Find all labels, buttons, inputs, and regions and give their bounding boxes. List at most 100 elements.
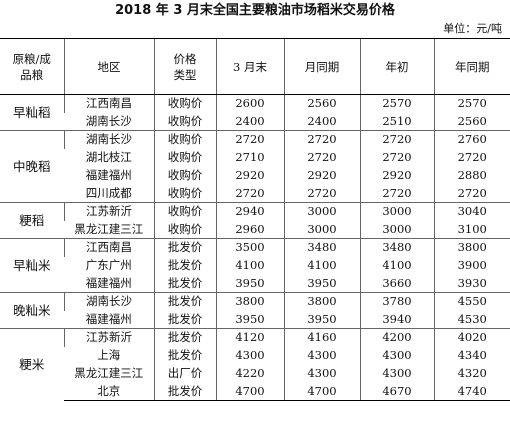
same-period-last-year-cell: 4020 — [433, 328, 510, 347]
same-period-last-month-cell: 2400 — [283, 112, 360, 131]
start-of-year-cell: 2920 — [359, 166, 434, 185]
start-of-year-cell: 2720 — [359, 184, 434, 203]
end-of-march-cell: 3950 — [215, 274, 284, 293]
header-category-line-2: 品粮 — [20, 67, 44, 82]
same-period-last-month-cell: 4300 — [283, 364, 360, 383]
table-row: 黑龙江建三江 收购价 2960 3000 3000 3100 — [0, 220, 510, 239]
price-type-cell: 收购价 — [153, 112, 216, 131]
start-of-year-cell: 3780 — [359, 292, 434, 311]
unit-label: 单位：元/吨 — [443, 22, 502, 35]
same-period-last-year-cell: 3800 — [433, 238, 510, 257]
table-row: 福建福州 批发价 3950 3950 3940 4530 — [0, 310, 510, 329]
same-period-last-year-cell: 2560 — [433, 112, 510, 131]
same-period-last-year-cell: 2760 — [433, 130, 510, 149]
start-of-year-cell: 4100 — [359, 256, 434, 275]
same-period-last-year-cell: 2880 — [433, 166, 510, 185]
price-type-cell: 批发价 — [153, 256, 216, 275]
start-of-year-cell: 4200 — [359, 328, 434, 347]
start-of-year-cell: 4300 — [359, 364, 434, 383]
region-cell: 江西南昌 — [63, 94, 154, 113]
header-category: 原粮/成 品粮 — [0, 38, 64, 95]
same-period-last-year-cell: 4740 — [433, 382, 510, 401]
header-price-type-line-1: 价格 — [173, 51, 197, 66]
table-row: 早籼米 江西南昌 批发价 3500 3480 3480 3800 — [0, 238, 510, 293]
price-type-cell: 收购价 — [153, 148, 216, 167]
same-period-last-year-cell: 3040 — [433, 202, 510, 221]
category-cell: 粳米 — [0, 328, 64, 401]
end-of-march-cell: 2400 — [215, 112, 284, 131]
price-type-cell: 批发价 — [153, 346, 216, 365]
price-type-cell: 批发价 — [153, 274, 216, 293]
same-period-last-month-cell: 3950 — [283, 310, 360, 329]
price-type-cell: 收购价 — [153, 166, 216, 185]
category-cell: 中晚稻 — [0, 130, 64, 203]
header-same-period-last-year: 年同期 — [433, 38, 510, 95]
price-type-cell: 收购价 — [153, 220, 216, 239]
end-of-march-cell: 4300 — [215, 346, 284, 365]
same-period-last-month-cell: 2720 — [283, 184, 360, 203]
region-cell: 福建福州 — [85, 275, 132, 290]
same-period-last-month-cell: 4160 — [283, 328, 360, 347]
same-period-last-month-cell: 2920 — [283, 166, 360, 185]
table-title: 2018 年 3 月末全国主要粮油市场稻米交易价格 — [115, 3, 395, 18]
header-price-type: 价格 类型 — [153, 38, 216, 95]
table-row: 黑龙江建三江 出厂价 4220 4300 4300 4320 — [0, 364, 510, 383]
end-of-march-cell: 4700 — [215, 382, 284, 401]
header-region: 地区 — [63, 38, 154, 95]
end-of-march-cell: 2600 — [215, 94, 284, 113]
region-cell: 北京 — [64, 382, 154, 401]
region-cell: 四川成都 — [85, 185, 132, 200]
region-cell: 福建福州 — [85, 311, 132, 326]
table-row: 粳稻 江苏新沂 收购价 2940 3000 3000 3040 — [0, 202, 510, 239]
start-of-year-cell: 2570 — [359, 94, 434, 113]
same-period-last-year-cell: 3100 — [433, 220, 510, 239]
same-period-last-month-cell: 3950 — [283, 274, 360, 293]
region-cell: 上海 — [97, 348, 121, 362]
start-of-year-cell: 2720 — [359, 148, 434, 167]
same-period-last-year-cell: 4320 — [433, 364, 510, 383]
region-cell: 广东广州 — [85, 258, 132, 272]
table-row: 上海 批发价 4300 4300 4300 4340 — [0, 346, 510, 365]
same-period-last-year-cell: 4530 — [433, 310, 510, 329]
end-of-march-cell: 3500 — [215, 238, 284, 257]
table-row: 北京 批发价 4700 4700 4670 4740 — [0, 382, 510, 401]
header-same-period-last-month: 月同期 — [283, 38, 360, 95]
start-of-year-cell: 3480 — [359, 238, 434, 257]
same-period-last-year-cell: 4340 — [433, 346, 510, 365]
header-row: 原粮/成 品粮 地区 价格 类型 3 月末 月同期 年初 年同期 — [0, 38, 510, 95]
same-period-last-year-cell: 4550 — [433, 292, 510, 311]
same-period-last-month-cell: 3480 — [283, 238, 360, 257]
table-row: 福建福州 批发价 3950 3950 3660 3930 — [0, 274, 510, 293]
start-of-year-cell: 3660 — [359, 274, 434, 293]
header-start-of-year: 年初 — [359, 38, 434, 95]
price-type-cell: 收购价 — [153, 202, 216, 221]
same-period-last-month-cell: 2720 — [283, 148, 360, 167]
region-cell: 江西南昌 — [63, 238, 154, 257]
category-cell: 早籼米 — [0, 238, 64, 293]
start-of-year-cell: 3940 — [359, 310, 434, 329]
region-cell: 湖南长沙 — [63, 130, 154, 149]
header-category-line-1: 原粮/成 — [12, 51, 51, 66]
table-row: 早籼稻 江西南昌 收购价 2600 2560 2570 2570 — [0, 94, 510, 131]
region-cell: 江苏新沂 — [63, 328, 154, 347]
table-header: 原粮/成 品粮 地区 价格 类型 3 月末 月同期 年初 年同期 — [0, 38, 510, 95]
price-type-cell: 出厂价 — [153, 364, 216, 383]
end-of-march-cell: 2960 — [215, 220, 284, 239]
price-type-cell: 批发价 — [153, 382, 216, 401]
price-type-cell: 批发价 — [153, 292, 216, 311]
header-end-of-march: 3 月末 — [215, 38, 284, 95]
price-type-cell: 批发价 — [153, 328, 216, 347]
end-of-march-cell: 4100 — [215, 256, 284, 275]
category-cell: 早籼稻 — [0, 94, 64, 131]
same-period-last-year-cell: 3930 — [433, 274, 510, 293]
table-row: 中晚稻 湖南长沙 收购价 2720 2720 2720 2760 — [0, 130, 510, 203]
price-type-cell: 批发价 — [153, 238, 216, 257]
same-period-last-month-cell: 2720 — [283, 130, 360, 149]
table-body: 早籼稻 江西南昌 收购价 2600 2560 2570 2570 湖南长沙 收购价 2400 240… — [0, 94, 510, 401]
table-row: 广东广州 批发价 4100 4100 4100 3900 — [0, 256, 510, 275]
same-period-last-month-cell: 4700 — [283, 382, 360, 401]
start-of-year-cell: 4670 — [359, 382, 434, 401]
region-cell: 湖北枝江 — [85, 150, 132, 164]
start-of-year-cell: 3000 — [359, 202, 434, 221]
